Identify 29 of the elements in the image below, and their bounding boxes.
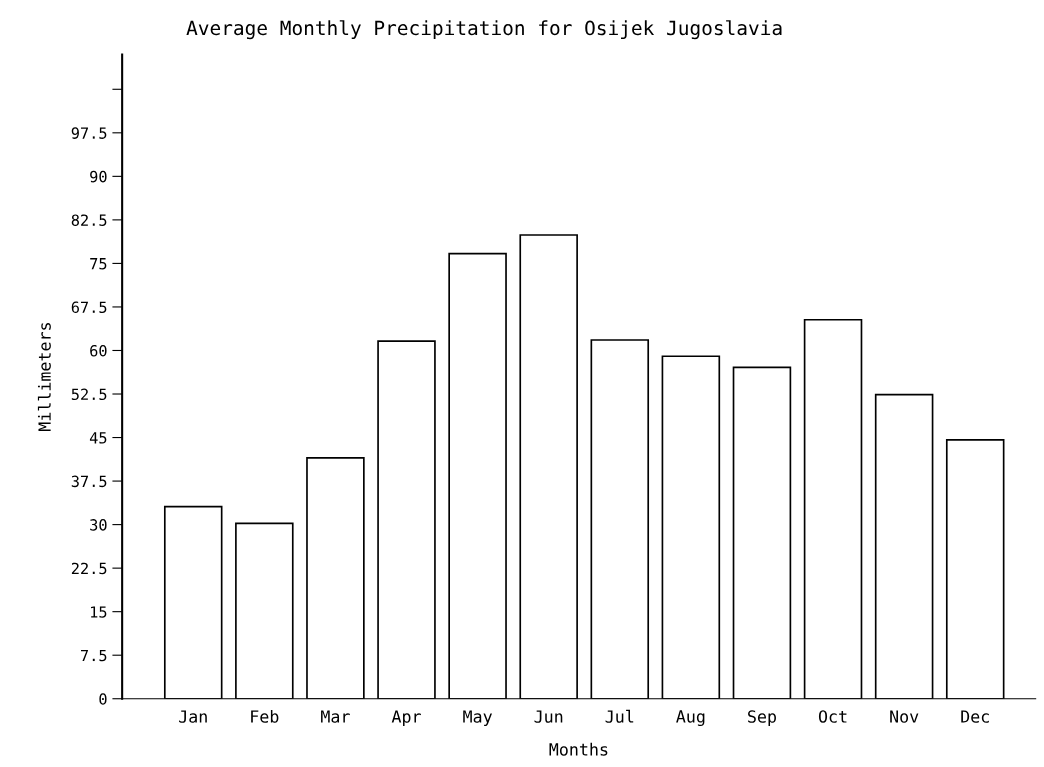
x-tick-label: Sep <box>748 710 776 727</box>
chart-title: Average Monthly Precipitation for Osijek Jugoslavia <box>186 20 782 40</box>
y-tick-label: 52.5 <box>71 388 107 401</box>
x-tick-label: Jun <box>534 710 563 723</box>
y-tick-label: 97.5 <box>71 127 107 139</box>
y-axis-title: Millimeters <box>37 323 51 432</box>
x-tick-label: Nov <box>890 710 919 723</box>
y-tick-label: 90 <box>90 170 107 183</box>
x-tick-label: Feb <box>251 709 279 723</box>
y-tick-label: 15 <box>91 606 107 618</box>
y-tick-label: 60 <box>90 344 107 357</box>
x-tick-label: Oct <box>818 710 847 723</box>
x-tick-label: Apr <box>391 710 421 727</box>
y-tick-label: 45 <box>89 432 107 444</box>
y-tick-label: 7.5 <box>81 649 107 662</box>
x-tick-label: May <box>463 710 492 727</box>
y-tick-label: 30 <box>90 519 107 531</box>
y-tick-label: 75 <box>90 258 107 270</box>
x-tick-label: Jul <box>605 709 634 723</box>
y-tick-label: 0 <box>99 693 107 705</box>
x-tick-label: Aug <box>676 710 705 727</box>
x-tick-label: Dec <box>961 710 989 723</box>
y-tick-label: 67.5 <box>71 301 107 314</box>
y-tick-label: 22.5 <box>71 562 107 575</box>
y-tick-label: 82.5 <box>71 214 107 226</box>
x-axis-title: Months <box>549 742 608 756</box>
y-tick-label: 37.5 <box>71 475 107 488</box>
x-tick-label: Jan <box>179 710 207 723</box>
x-tick-label: Mar <box>321 710 350 723</box>
